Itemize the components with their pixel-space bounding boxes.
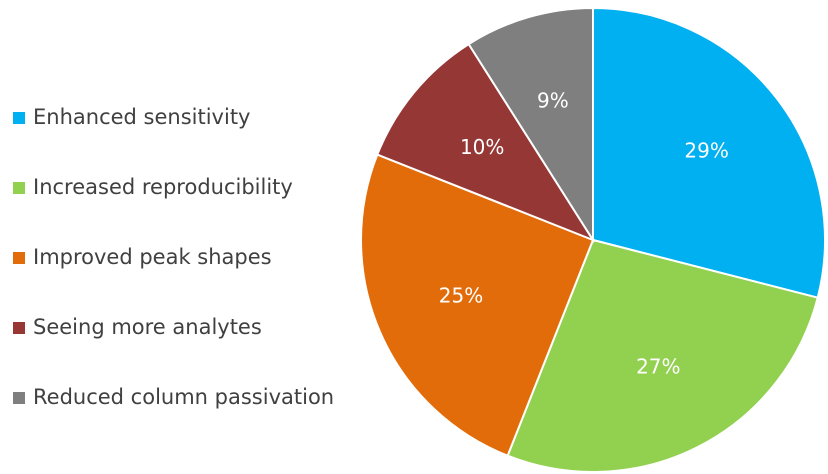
- legend-label: Seeing more analytes: [33, 315, 262, 339]
- legend-swatch: [13, 112, 25, 124]
- pie-slice: [592, 6, 826, 299]
- slice-label: 27%: [636, 355, 680, 379]
- legend-label: Improved peak shapes: [33, 245, 272, 269]
- legend-label: Increased reproducibility: [33, 175, 293, 199]
- legend-swatch: [13, 392, 25, 404]
- slice-label: 25%: [439, 284, 483, 308]
- legend-swatch: [13, 322, 25, 334]
- slice-label: 29%: [684, 138, 728, 162]
- pie-slice: [360, 153, 595, 458]
- legend-swatch: [13, 182, 25, 194]
- legend-label: Enhanced sensitivity: [33, 105, 250, 129]
- slice-label: 10%: [460, 135, 504, 159]
- pie-slice: [506, 238, 819, 473]
- legend-swatch: [13, 252, 25, 264]
- pie-slice: [375, 42, 596, 243]
- legend-label: Reduced column passivation: [33, 385, 334, 409]
- slice-label: 9%: [537, 88, 569, 112]
- pie-slice: [467, 6, 594, 244]
